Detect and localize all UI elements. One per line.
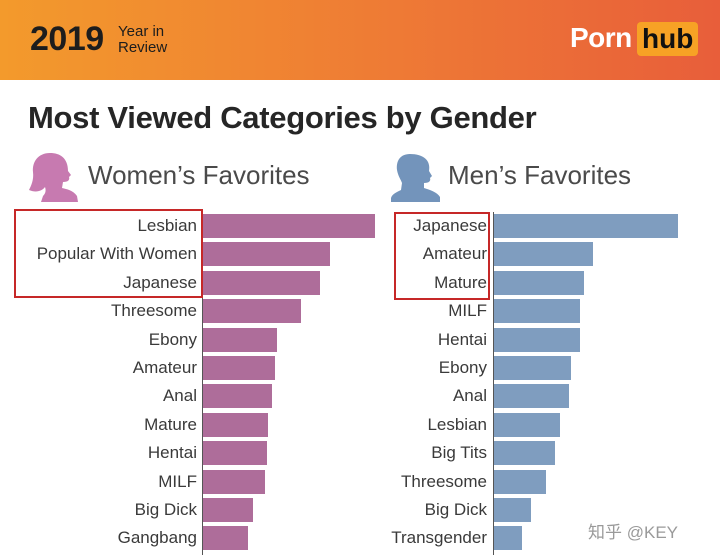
header-banner: 2019 Year in Review Porn hub: [0, 0, 720, 80]
women-category-label: Amateur: [132, 358, 197, 377]
women-category-label: Japanese: [123, 272, 197, 292]
women-bar: [203, 498, 253, 522]
men-axis-line: [493, 212, 494, 555]
women-favorites-title: Women’s Favorites: [88, 160, 310, 190]
men-category-label: Ebony: [438, 358, 487, 377]
men-bar: [494, 469, 546, 494]
men-bar: [494, 498, 531, 522]
year-in-review-line2: Review: [118, 39, 168, 56]
men-category-label: Big Dick: [424, 500, 487, 519]
women-bar: [203, 412, 269, 437]
men-category-label: Mature: [434, 272, 487, 292]
men-category-label: Big Tits: [431, 443, 487, 463]
women-category-label: Ebony: [148, 329, 197, 349]
year-label: 2019: [30, 20, 104, 58]
women-bar: [203, 270, 320, 295]
men-bar: [494, 356, 572, 380]
men-bar: [494, 270, 585, 295]
men-favorites-title: Men’s Favorites: [448, 160, 632, 190]
man-silhouette-icon: [391, 154, 440, 202]
page-title: Most Viewed Categories by Gender: [28, 100, 537, 135]
watermark-text: 知乎 @KEY: [588, 523, 678, 542]
brand-logo-badge: hub: [637, 22, 699, 56]
women-category-label: Popular With Women: [36, 244, 197, 264]
men-category-label: Lesbian: [427, 414, 487, 434]
women-bar: [203, 214, 375, 238]
women-category-label: Mature: [144, 414, 197, 434]
men-bar: [494, 214, 678, 238]
men-bar: [494, 441, 555, 466]
men-bar: [494, 526, 522, 551]
men-category-label: Japanese: [413, 216, 487, 235]
women-bar: [203, 526, 248, 551]
women-bar: [203, 356, 276, 380]
women-bar: [203, 469, 265, 494]
women-axis-line: [202, 212, 203, 555]
men-bar: [494, 412, 561, 437]
brand-logo-text: Porn: [570, 22, 632, 53]
women-bar: [203, 299, 302, 324]
women-category-label: Big Dick: [134, 500, 197, 519]
men-category-label: Anal: [452, 386, 487, 406]
women-top3-highlight-box: [14, 209, 203, 298]
women-category-label: Lesbian: [137, 216, 197, 235]
women-bar: [203, 242, 331, 267]
men-category-label: Transgender: [391, 528, 487, 548]
men-category-label: Threesome: [401, 471, 487, 491]
men-bar: [494, 242, 594, 267]
men-category-label: Amateur: [422, 244, 487, 264]
men-top3-highlight-box: [394, 212, 490, 300]
year-in-review-label: Year in Review: [118, 24, 167, 56]
women-category-label: Anal: [162, 386, 197, 406]
men-bar: [494, 299, 581, 324]
men-bar: [494, 384, 570, 409]
men-category-label: Hentai: [437, 329, 487, 349]
women-bar: [203, 441, 267, 466]
women-bar: [203, 327, 277, 352]
year-in-review-line1: Year in: [118, 23, 165, 40]
women-category-label: Threesome: [111, 301, 197, 321]
woman-silhouette-icon: [29, 153, 78, 202]
women-bar: [203, 384, 272, 409]
women-category-label: MILF: [158, 471, 197, 491]
women-category-label: Hentai: [147, 443, 197, 463]
men-bar: [494, 327, 581, 352]
women-category-label: Gangbang: [117, 528, 197, 548]
men-category-label: MILF: [448, 301, 487, 321]
